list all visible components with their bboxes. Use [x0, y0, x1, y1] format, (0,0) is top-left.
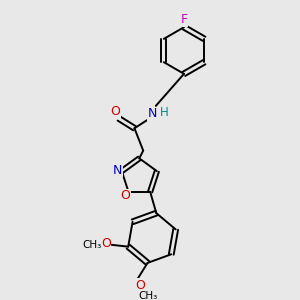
Text: methoxy: methoxy [92, 242, 98, 244]
Text: CH₃: CH₃ [82, 240, 102, 250]
Text: CH₃: CH₃ [138, 291, 157, 300]
Text: O: O [101, 237, 111, 250]
Text: O: O [135, 279, 145, 292]
Text: O: O [121, 189, 130, 202]
Text: H: H [160, 106, 169, 119]
Text: N: N [113, 164, 123, 177]
Text: F: F [180, 13, 188, 26]
Text: O: O [110, 105, 120, 118]
Text: N: N [147, 107, 157, 120]
